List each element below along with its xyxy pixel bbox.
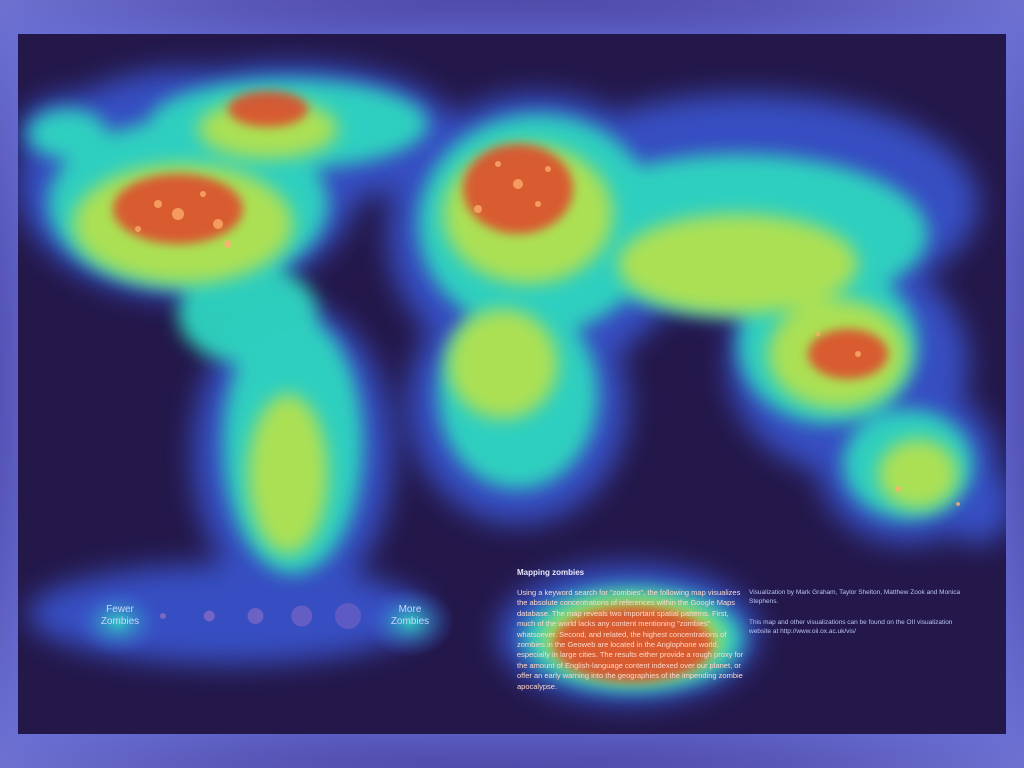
- legend-more-label: More Zombies: [390, 604, 430, 627]
- legend-symbol: [247, 608, 264, 624]
- credits-source: This map and other visualizations can be…: [749, 619, 953, 635]
- info-title: Mapping zombies: [517, 568, 585, 577]
- legend-fewer-label: Fewer Zombies: [100, 604, 140, 627]
- heatmap: [18, 64, 1006, 704]
- legend-symbol: [160, 613, 166, 619]
- map-panel: Fewer Zombies More Zombies Mapping zombi…: [18, 34, 1006, 734]
- legend-symbol: [291, 605, 313, 627]
- credits-authors: Visualization by Mark Graham, Taylor She…: [749, 589, 961, 605]
- legend-symbol: [335, 603, 361, 629]
- legend-symbol: [203, 610, 215, 622]
- legend-symbols: [160, 603, 361, 629]
- credits: Visualization by Mark Graham, Taylor She…: [749, 588, 969, 648]
- info-body: Using a keyword search for "zombies", th…: [517, 588, 744, 691]
- zombie-dots: [135, 161, 960, 506]
